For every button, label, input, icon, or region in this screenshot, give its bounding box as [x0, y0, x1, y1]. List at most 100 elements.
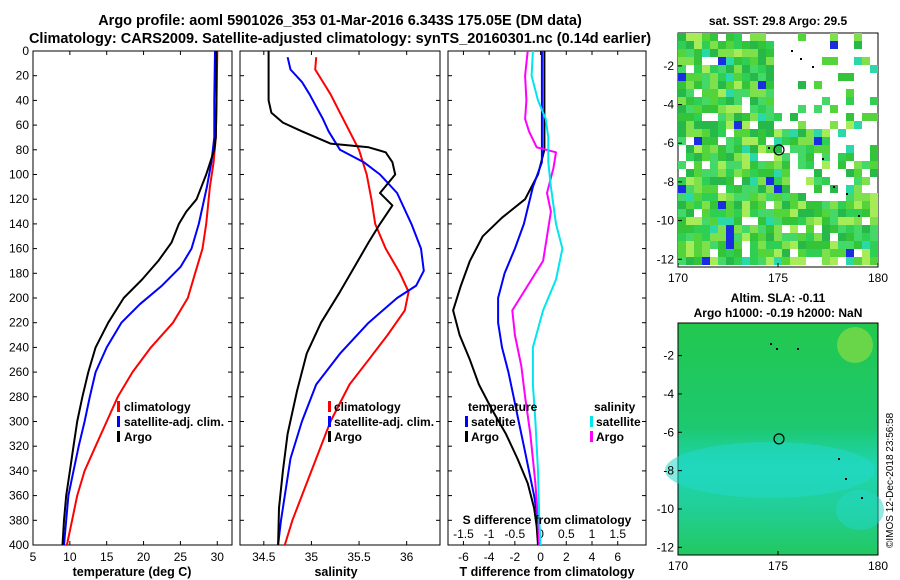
sst-cell: [718, 177, 726, 185]
sst-cell: [726, 81, 734, 89]
sst-cell: [798, 241, 806, 249]
sst-cell: [702, 233, 710, 241]
sst-cell: [774, 185, 782, 193]
sst-cell: [814, 145, 822, 153]
sst-cell: [678, 121, 686, 129]
sst-cell: [694, 241, 702, 249]
sst-cell: [782, 209, 790, 217]
sst-cell: [814, 177, 822, 185]
sst-cell: [862, 177, 870, 185]
series-line-argo: [267, 51, 397, 545]
sst-cell: [862, 201, 870, 209]
land-dot: [846, 193, 848, 195]
sst-cell: [822, 209, 830, 217]
sst-cell: [710, 81, 718, 89]
sst-cell: [766, 65, 774, 73]
sst-cell: [790, 225, 798, 233]
sst-cell: [822, 137, 830, 145]
sst-cell: [846, 185, 854, 193]
sst-cell: [870, 161, 878, 169]
sst-cell: [678, 233, 686, 241]
sst-cell: [862, 57, 870, 65]
sst-cell: [782, 241, 790, 249]
sst-cell: [718, 161, 726, 169]
map-y-tick-label: -8: [663, 175, 674, 189]
sst-cell: [702, 209, 710, 217]
sst-cell: [686, 33, 694, 41]
sst-cell: [750, 177, 758, 185]
sst-cell: [750, 105, 758, 113]
sst-cell: [822, 201, 830, 209]
salinity-lines: [267, 51, 425, 545]
sst-cell: [782, 161, 790, 169]
sst-cell: [862, 113, 870, 121]
sst-cell: [742, 161, 750, 169]
y-tick-label: 300: [9, 415, 29, 429]
sst-cell: [830, 57, 838, 65]
sst-cell: [798, 137, 806, 145]
sst-argo-location-marker: [773, 144, 785, 156]
sst-cell: [678, 49, 686, 57]
x-tick-label: 2: [563, 550, 570, 564]
sst-cell: [686, 73, 694, 81]
sst-cell: [846, 97, 854, 105]
sst-cell: [814, 81, 822, 89]
sst-cell: [870, 193, 878, 201]
sst-cell: [686, 249, 694, 257]
map-x-tick-label: 180: [868, 559, 888, 573]
sst-cell: [718, 153, 726, 161]
sst-cell: [750, 33, 758, 41]
x-tick-label: 20: [137, 550, 151, 564]
sst-cell: [726, 65, 734, 73]
sst-cell: [806, 201, 814, 209]
sst-cell: [758, 169, 766, 177]
sst-cell: [862, 233, 870, 241]
sst-cell: [694, 201, 702, 209]
sst-cell: [742, 81, 750, 89]
legend-label-argo: Argo: [124, 430, 152, 444]
sst-cell: [766, 233, 774, 241]
sst-map-title: sat. SST: 29.8 Argo: 29.5: [709, 14, 848, 28]
sst-cell: [766, 105, 774, 113]
sst-cell: [766, 185, 774, 193]
x-tick-label: 36: [400, 550, 414, 564]
sst-cell: [862, 257, 870, 265]
sst-cell: [726, 217, 734, 225]
sst-cell: [694, 193, 702, 201]
sst-cell: [686, 209, 694, 217]
sst-cell: [862, 225, 870, 233]
sst-cell: [702, 257, 710, 265]
sst-cell: [718, 257, 726, 265]
land-dot: [838, 458, 840, 460]
sst-cell: [726, 105, 734, 113]
sst-cell: [806, 209, 814, 217]
sst-cell: [766, 217, 774, 225]
series-line-argo: [61, 51, 218, 545]
legend-swatch-argo: [117, 431, 120, 442]
sst-cell: [798, 233, 806, 241]
sst-cell: [798, 209, 806, 217]
sst-cell: [726, 49, 734, 57]
s-difference-axis-label: S difference from climatology: [463, 513, 632, 527]
sst-cell: [774, 249, 782, 257]
sst-cell: [694, 57, 702, 65]
sst-cell: [678, 129, 686, 137]
sst-cell: [846, 153, 854, 161]
land-dot: [797, 348, 799, 350]
sst-cell: [726, 241, 734, 249]
sst-cell: [758, 81, 766, 89]
series-line-temperature-argo: [452, 51, 546, 545]
sst-cell: [686, 89, 694, 97]
sst-cell: [758, 185, 766, 193]
sst-cell: [870, 65, 878, 73]
sst-cell: [694, 169, 702, 177]
sst-cell: [814, 129, 822, 137]
sst-cell: [790, 217, 798, 225]
sst-cell: [710, 225, 718, 233]
sst-cell: [758, 249, 766, 257]
sst-cell: [694, 249, 702, 257]
sst-cell: [686, 49, 694, 57]
sst-cell: [798, 121, 806, 129]
land-dot: [861, 497, 863, 499]
x-tick-label: 4: [589, 550, 596, 564]
